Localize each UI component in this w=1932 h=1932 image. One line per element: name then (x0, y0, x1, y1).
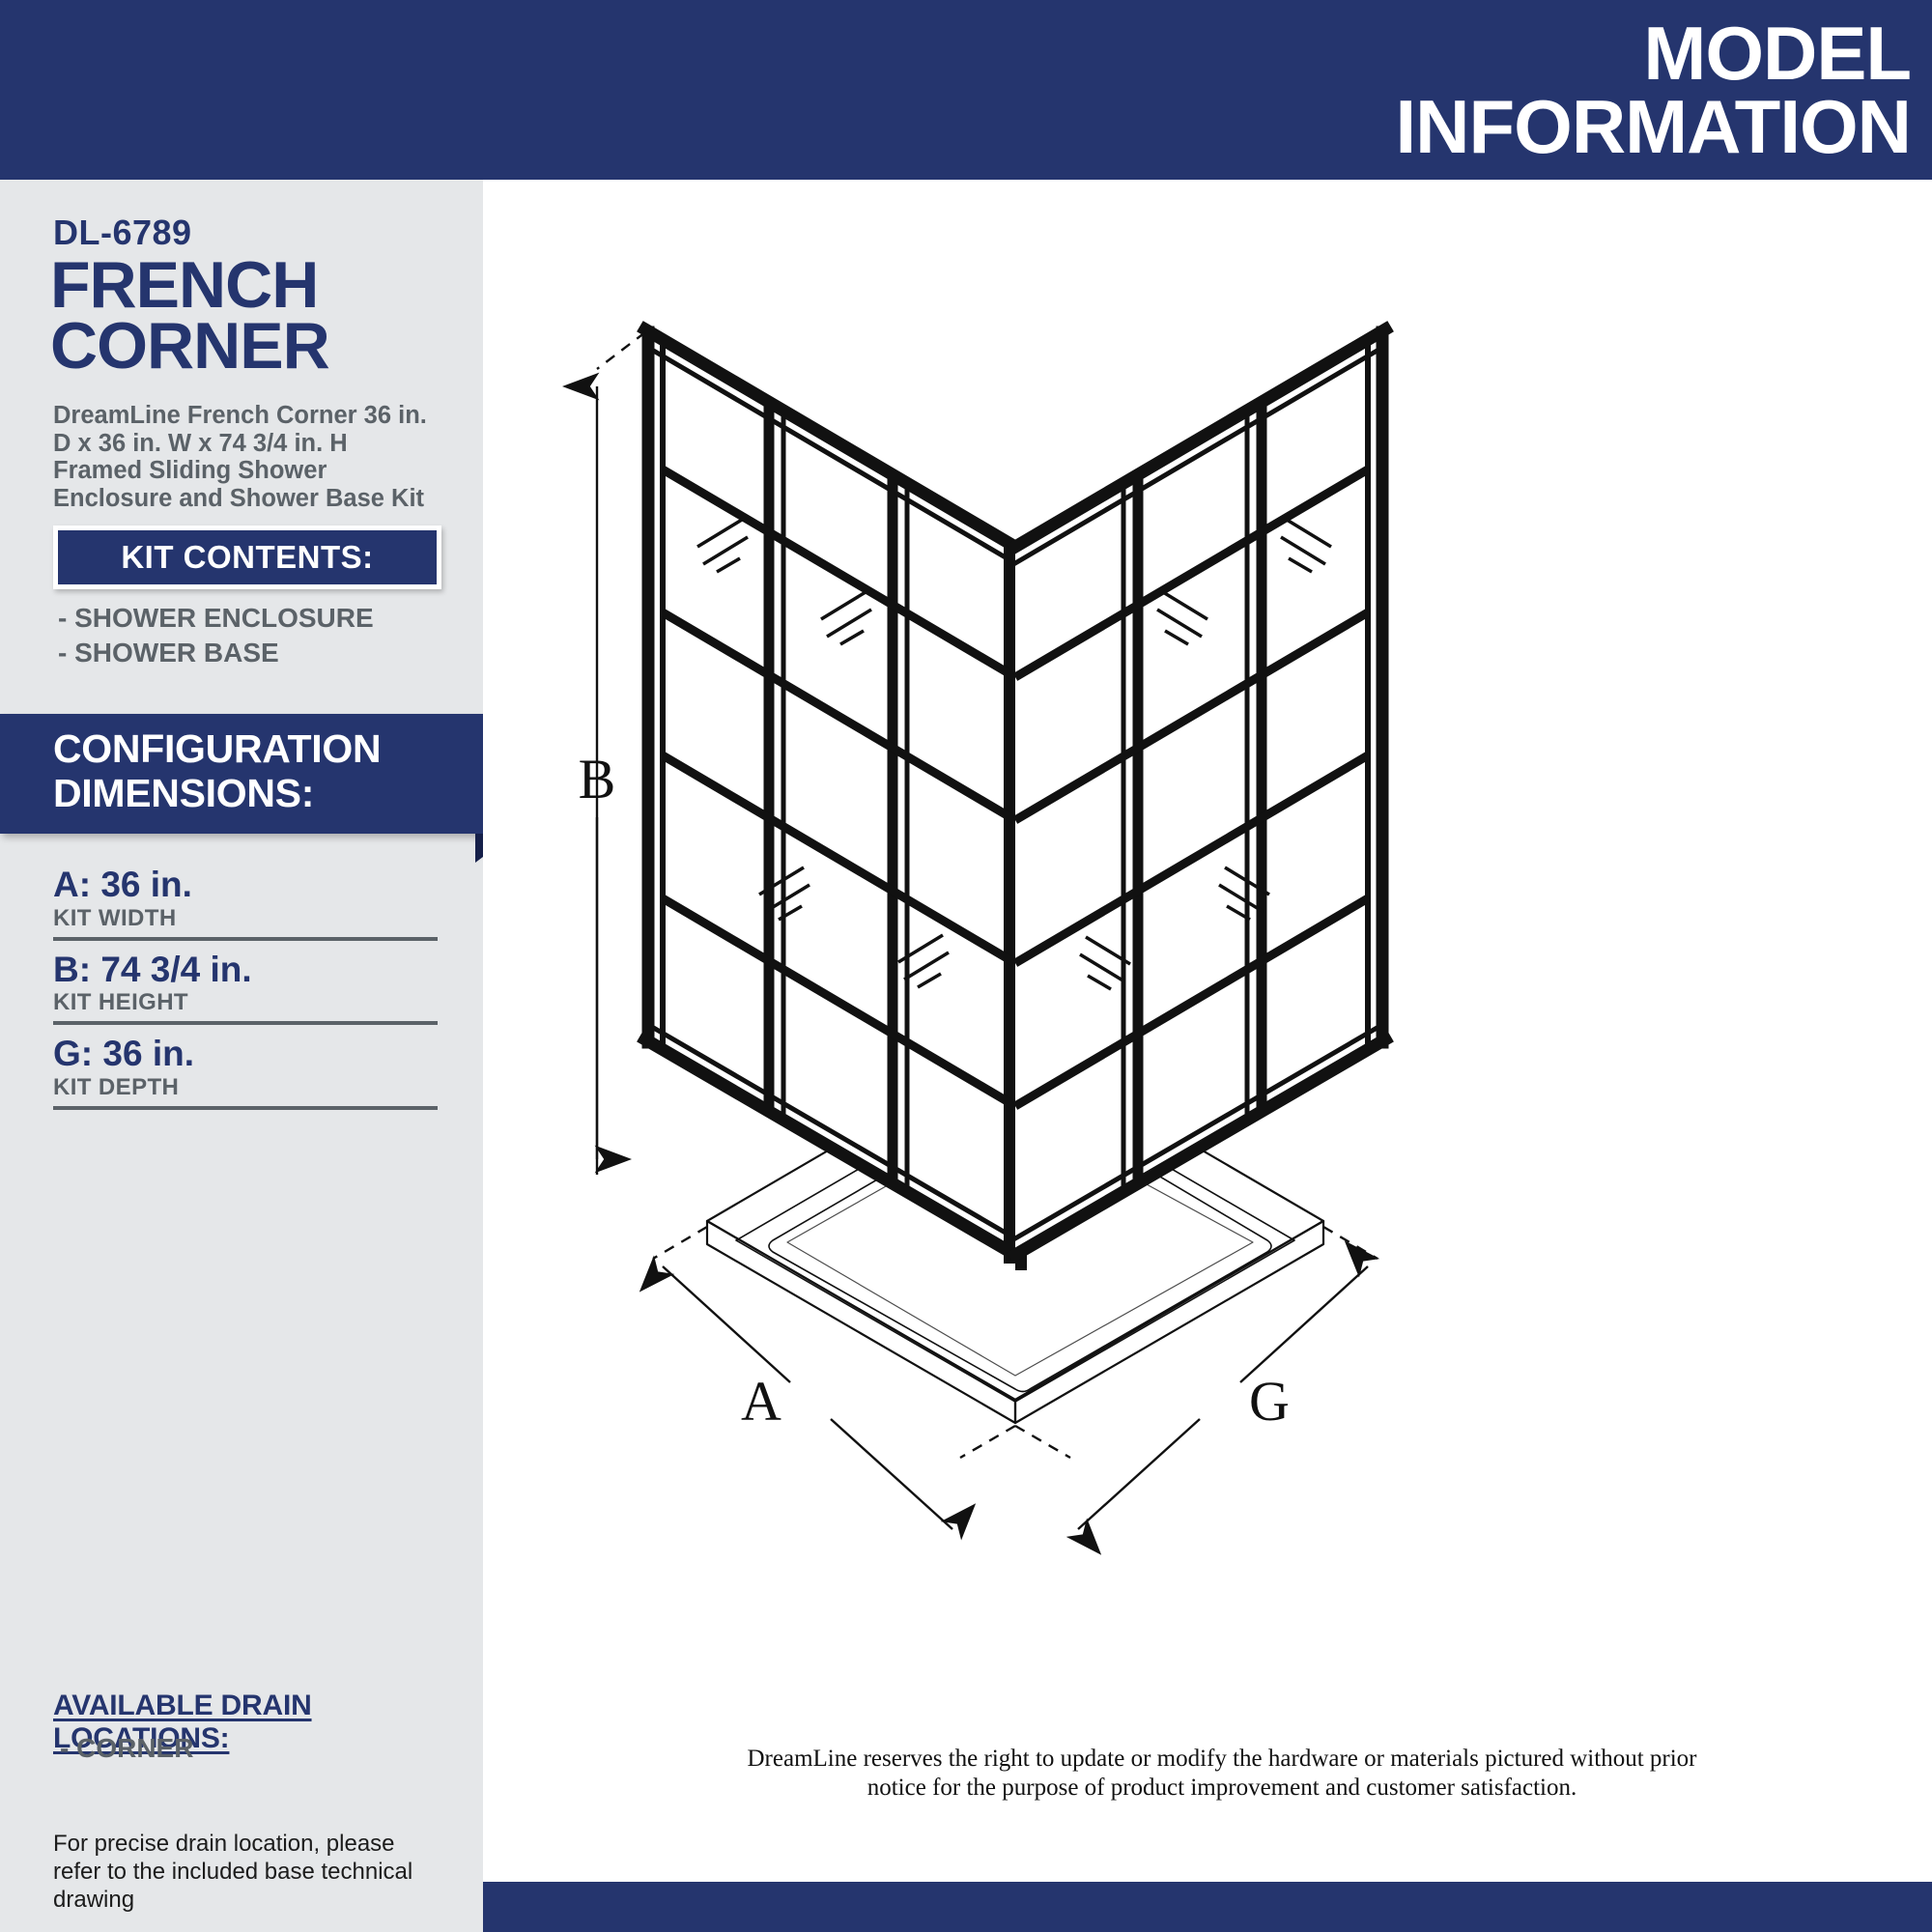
dimension-label-A: A (741, 1370, 781, 1433)
sidebar: DL-6789 FRENCH CORNER DreamLine French C… (0, 180, 514, 1932)
drain-locations-item: - CORNER (60, 1733, 194, 1763)
kit-contents-label: KIT CONTENTS: (121, 539, 374, 575)
product-name: FRENCH CORNER (50, 248, 330, 383)
page-footer-bar (483, 1882, 1932, 1932)
dimension-value: A: 36 in. (53, 865, 192, 904)
page-header: MODEL INFORMATION (0, 0, 1932, 180)
dimension-label-G: G (1249, 1370, 1290, 1433)
product-name-line1: FRENCH (50, 248, 319, 322)
kit-contents-list: - SHOWER ENCLOSURE - SHOWER BASE (58, 601, 464, 671)
kit-contents-item: - SHOWER BASE (58, 638, 279, 668)
kit-contents-header: KIT CONTENTS: (53, 526, 441, 589)
product-description: DreamLine French Corner 36 in. D x 36 in… (53, 402, 427, 512)
enclosure-right-panel-assembly (1007, 321, 1394, 1264)
dimension-value: B: 74 3/4 in. (53, 949, 252, 989)
drain-footnote: For precise drain location, please refer… (53, 1831, 413, 1913)
dimension-list: A: 36 in. KIT WIDTH B: 74 3/4 in. KIT HE… (53, 856, 438, 1111)
dimension-row: A: 36 in. KIT WIDTH (53, 856, 438, 941)
glass-reflection-marks (696, 518, 950, 989)
dimension-width-A: A (639, 1225, 1016, 1541)
product-name-line2: CORNER (50, 308, 330, 383)
configuration-dimensions-label: CONFIGURATION DIMENSIONS: (53, 726, 382, 816)
dimension-row: B: 74 3/4 in. KIT HEIGHT (53, 941, 438, 1026)
main-content: B A G DreamLine reserves the right to up… (483, 180, 1932, 1932)
page-title: MODEL INFORMATION (1395, 11, 1912, 169)
configuration-heading-line1: CONFIGURATION (53, 726, 382, 771)
kit-contents-item: - SHOWER ENCLOSURE (58, 603, 374, 633)
dimension-caption: KIT DEPTH (53, 1074, 180, 1101)
glass-reflection-marks (1079, 518, 1332, 991)
configuration-dimensions-banner: CONFIGURATION DIMENSIONS: (0, 714, 514, 834)
page-title-line2: INFORMATION (1395, 83, 1912, 169)
enclosure-left-panel-assembly (637, 321, 1027, 1270)
dimension-depth-G: G (1014, 1225, 1380, 1555)
dimension-row: G: 36 in. KIT DEPTH (53, 1025, 438, 1111)
dimension-caption: KIT WIDTH (53, 904, 177, 931)
model-number: DL-6789 (53, 213, 192, 252)
legal-disclaimer: DreamLine reserves the right to update o… (747, 1746, 1697, 1801)
page-title-line1: MODEL (1643, 11, 1912, 96)
drain-locations-heading: AVAILABLE DRAIN LOCATIONS: (53, 1690, 312, 1754)
product-technical-drawing: B A G (562, 321, 1394, 1555)
dimension-value: G: 36 in. (53, 1034, 194, 1074)
configuration-heading-line2: DIMENSIONS: (53, 770, 315, 815)
dimension-caption: KIT HEIGHT (53, 989, 188, 1016)
dimension-height-B: B (562, 331, 646, 1175)
dimension-label-B: B (579, 748, 616, 810)
